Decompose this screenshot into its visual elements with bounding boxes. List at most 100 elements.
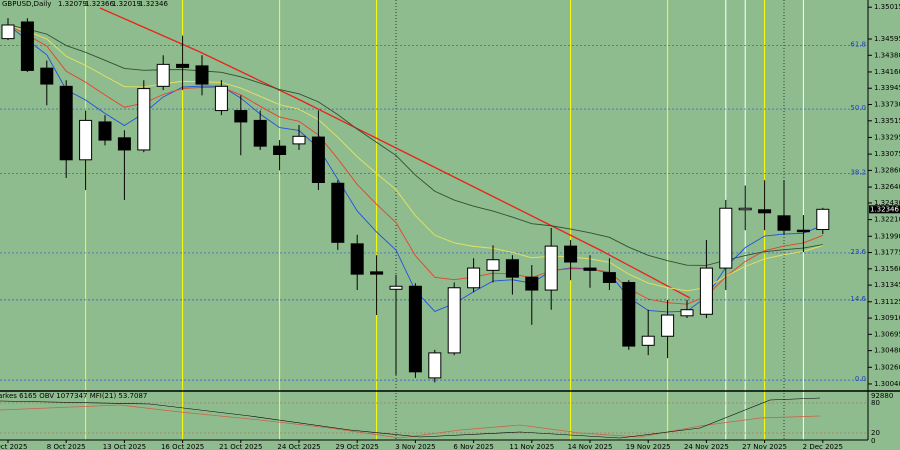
candle-body [234, 110, 248, 123]
x-tick-label: 2 Dec 2025 [803, 443, 843, 450]
candle-body [602, 272, 616, 283]
candle-body [777, 215, 791, 231]
candle-body [20, 21, 34, 71]
candle-body [719, 207, 733, 269]
candle-body [661, 314, 675, 337]
ohlc-value: 1.32079 [58, 0, 87, 8]
indicator-tick-label: 80 [871, 399, 880, 407]
candle-body [447, 287, 461, 354]
candle-body [622, 281, 636, 347]
candles [1, 18, 830, 383]
current-price: 1.32346 [870, 205, 899, 213]
candle-body [117, 137, 131, 151]
ohlc-value: 1.32366 [85, 0, 114, 8]
y-tick-label: 1.30910 [874, 314, 900, 322]
candle-body [79, 119, 93, 161]
candle-body [59, 85, 73, 161]
y-tick-label: 1.34380 [874, 51, 900, 59]
candle-body [195, 65, 209, 85]
candle-body [796, 229, 810, 233]
candle-body [292, 135, 306, 145]
candle-body [680, 309, 694, 317]
candle-body [583, 267, 597, 271]
candle-body [467, 267, 481, 289]
y-tick-label: 1.31990 [874, 232, 900, 240]
moving-average [7, 24, 823, 266]
candle-body [350, 243, 364, 275]
candle-body [40, 67, 54, 85]
candle-body [331, 182, 345, 243]
y-tick-label: 1.32430 [874, 199, 900, 207]
y-tick-label: 1.32210 [874, 216, 900, 224]
fib-label: 23.6 [850, 248, 866, 256]
y-tick-label: 1.34160 [874, 68, 900, 76]
candle-body [408, 285, 422, 373]
candle-body [486, 259, 500, 271]
x-tick-label: 27 Nov 2025 [742, 443, 787, 450]
candle-body [156, 63, 170, 87]
x-tick-label: 14 Nov 2025 [568, 443, 613, 450]
x-tick-label: 3 Nov 2025 [395, 443, 435, 450]
x-tick-label: 24 Nov 2025 [684, 443, 729, 450]
candle-body [564, 245, 578, 263]
price-box [869, 205, 900, 214]
trend-line [99, 7, 691, 299]
candle-body [525, 276, 539, 291]
y-tick-label: 1.30480 [874, 347, 900, 355]
candle-body [641, 335, 655, 346]
fib-label: 0.0 [855, 375, 866, 383]
candle-body [738, 207, 752, 211]
candle-body [370, 271, 384, 275]
x-tick-label: 6 Nov 2025 [453, 443, 493, 450]
candle-body [544, 245, 558, 291]
ohlc-value: 1.32019 [112, 0, 141, 8]
candle-body [816, 208, 830, 231]
y-tick-label: 1.31125 [874, 298, 900, 306]
indicator-legend: arkes 6165 OBV 1077347 MFI(21) 53.7087 [0, 392, 147, 400]
x-tick-label: 21 Oct 2025 [219, 443, 262, 450]
y-tick-label: 1.34595 [874, 35, 900, 43]
candle-body [1, 24, 15, 40]
candle-body [176, 63, 190, 68]
candle-body [428, 352, 442, 379]
fib-label: 38.2 [850, 168, 866, 176]
y-tick-label: 1.30040 [874, 380, 900, 388]
y-tick-label: 1.30695 [874, 330, 900, 338]
ohlc-value: 1.32346 [139, 0, 168, 8]
indicator-line [0, 404, 821, 439]
x-tick-label: 11 Nov 2025 [509, 443, 554, 450]
candle-body [389, 285, 403, 290]
candle-body [699, 267, 713, 315]
candle-body [505, 259, 519, 278]
candle-body [253, 119, 267, 147]
candle-body [214, 85, 228, 112]
y-tick-label: 1.31560 [874, 265, 900, 273]
y-tick-label: 1.30260 [874, 363, 900, 371]
fib-label: 61.8 [850, 40, 866, 48]
candle-body [758, 209, 772, 214]
x-tick-label: 16 Oct 2025 [161, 443, 204, 450]
candle-body [273, 145, 287, 155]
y-tick-label: 1.33730 [874, 101, 900, 109]
candle-body [98, 121, 112, 141]
x-tick-label: 19 Nov 2025 [626, 443, 671, 450]
y-tick-label: 1.31345 [874, 281, 900, 289]
indicator-tick-label: 0 [871, 437, 875, 445]
indicator-tick-label: 20 [871, 429, 880, 437]
y-tick-label: 1.35015 [874, 3, 900, 11]
y-tick-label: 1.33515 [874, 117, 900, 125]
x-tick-label: 3 Oct 2025 [0, 443, 27, 450]
candle-body [311, 136, 325, 184]
x-tick-label: 29 Oct 2025 [336, 443, 379, 450]
candle-body [137, 88, 151, 151]
chart-title: GBPUSD,Daily [2, 0, 51, 8]
y-tick-label: 1.31775 [874, 249, 900, 257]
y-tick-label: 1.33075 [874, 150, 900, 158]
x-tick-label: 24 Oct 2025 [277, 443, 320, 450]
y-tick-label: 1.33945 [874, 84, 900, 92]
y-tick-label: 1.33295 [874, 133, 900, 141]
x-tick-label: 8 Oct 2025 [47, 443, 86, 450]
fib-label: 50.0 [850, 104, 866, 112]
